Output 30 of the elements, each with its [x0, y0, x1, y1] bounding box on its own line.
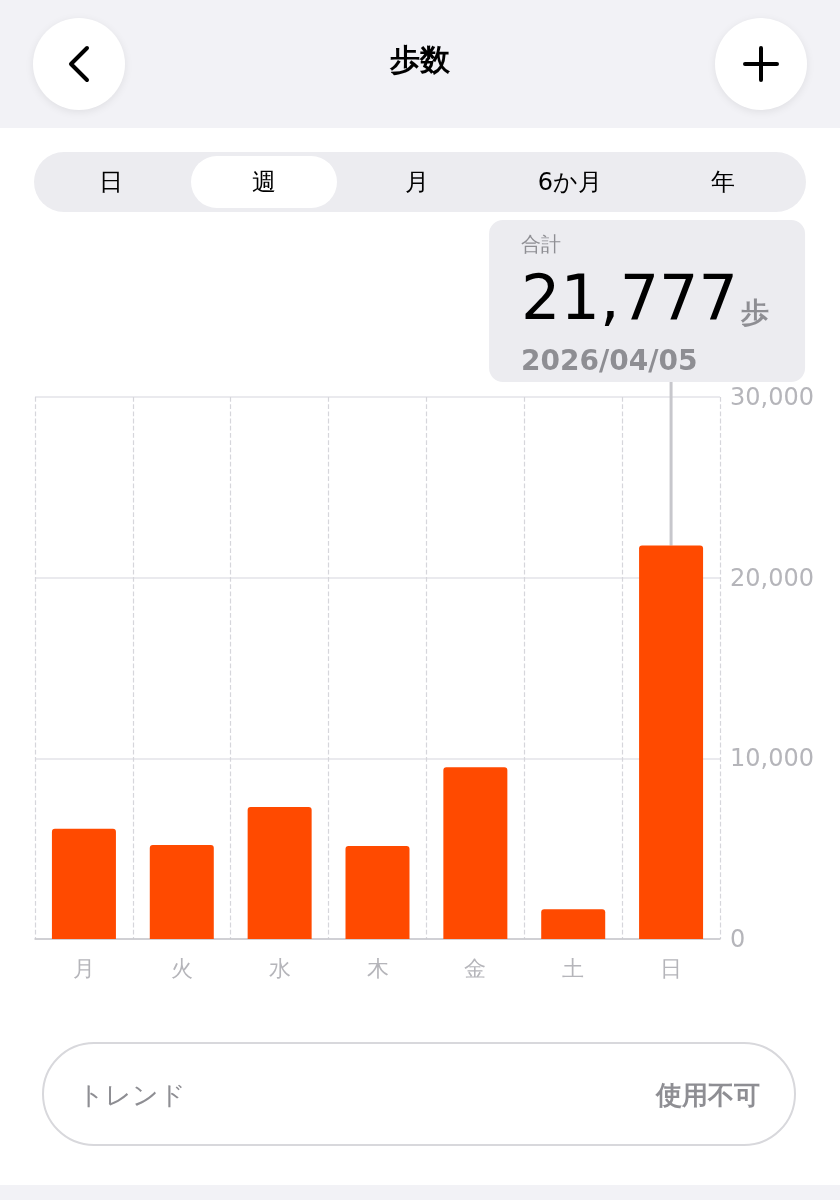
x-tick-label: 日 [660, 955, 683, 981]
bar [51, 828, 116, 939]
x-tick-label: 火 [170, 955, 193, 981]
bar [247, 807, 312, 939]
text: 月 [404, 167, 430, 198]
x-tick-label: 金 [464, 955, 487, 981]
text: トレンド [78, 1079, 186, 1112]
text: 年 [710, 167, 736, 198]
text: 6か月 [536, 167, 604, 198]
x-tick-label: 土 [562, 955, 585, 981]
text: 歩 [740, 295, 770, 329]
bar [443, 767, 508, 939]
data-label: 21,777 [521, 260, 739, 334]
y-tick-label: 20,000 [730, 563, 814, 592]
bar [639, 545, 704, 939]
y-tick-label: 10,000 [730, 744, 814, 773]
bar [345, 845, 410, 939]
text: 週 [191, 156, 337, 208]
chart-title: 歩数 [389, 41, 451, 79]
x-tick-label: 月 [72, 955, 95, 981]
x-tick-label: 水 [268, 955, 291, 981]
x-tick-label: 木 [366, 955, 389, 981]
y-tick-label: 30,000 [730, 383, 814, 411]
text: 合計 [521, 232, 562, 256]
bar [149, 845, 214, 939]
bar [541, 909, 606, 939]
annotation: 2026/04/05 [521, 343, 698, 377]
text: 使用不可 [656, 1079, 760, 1112]
text: 日 [98, 167, 124, 198]
y-tick-label: 0 [730, 925, 746, 953]
